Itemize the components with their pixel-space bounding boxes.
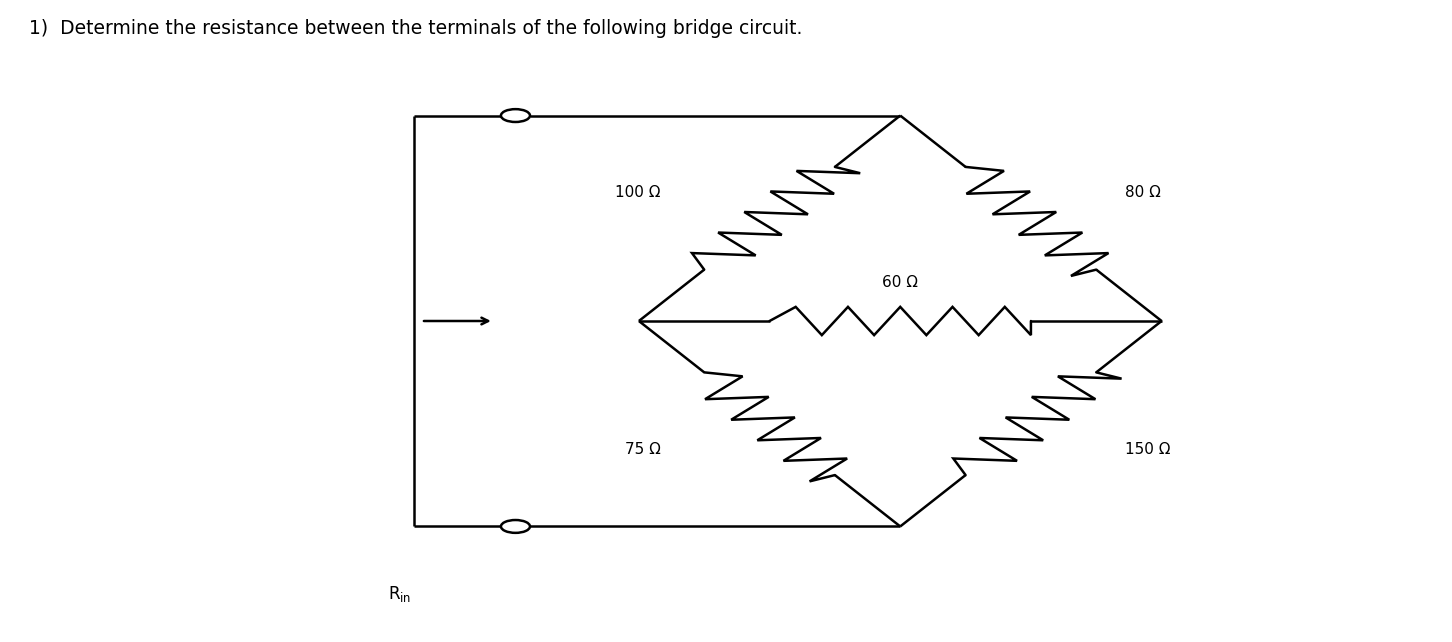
Text: 1)  Determine the resistance between the terminals of the following bridge circu: 1) Determine the resistance between the … bbox=[29, 19, 803, 39]
Circle shape bbox=[501, 520, 530, 533]
Text: 75 Ω: 75 Ω bbox=[624, 442, 661, 457]
Text: 80 Ω: 80 Ω bbox=[1125, 185, 1162, 200]
Text: 150 Ω: 150 Ω bbox=[1125, 442, 1170, 457]
Circle shape bbox=[501, 109, 530, 122]
Text: 100 Ω: 100 Ω bbox=[616, 185, 661, 200]
Text: R$_{\rm in}$: R$_{\rm in}$ bbox=[388, 584, 411, 604]
Text: 60 Ω: 60 Ω bbox=[883, 275, 918, 290]
